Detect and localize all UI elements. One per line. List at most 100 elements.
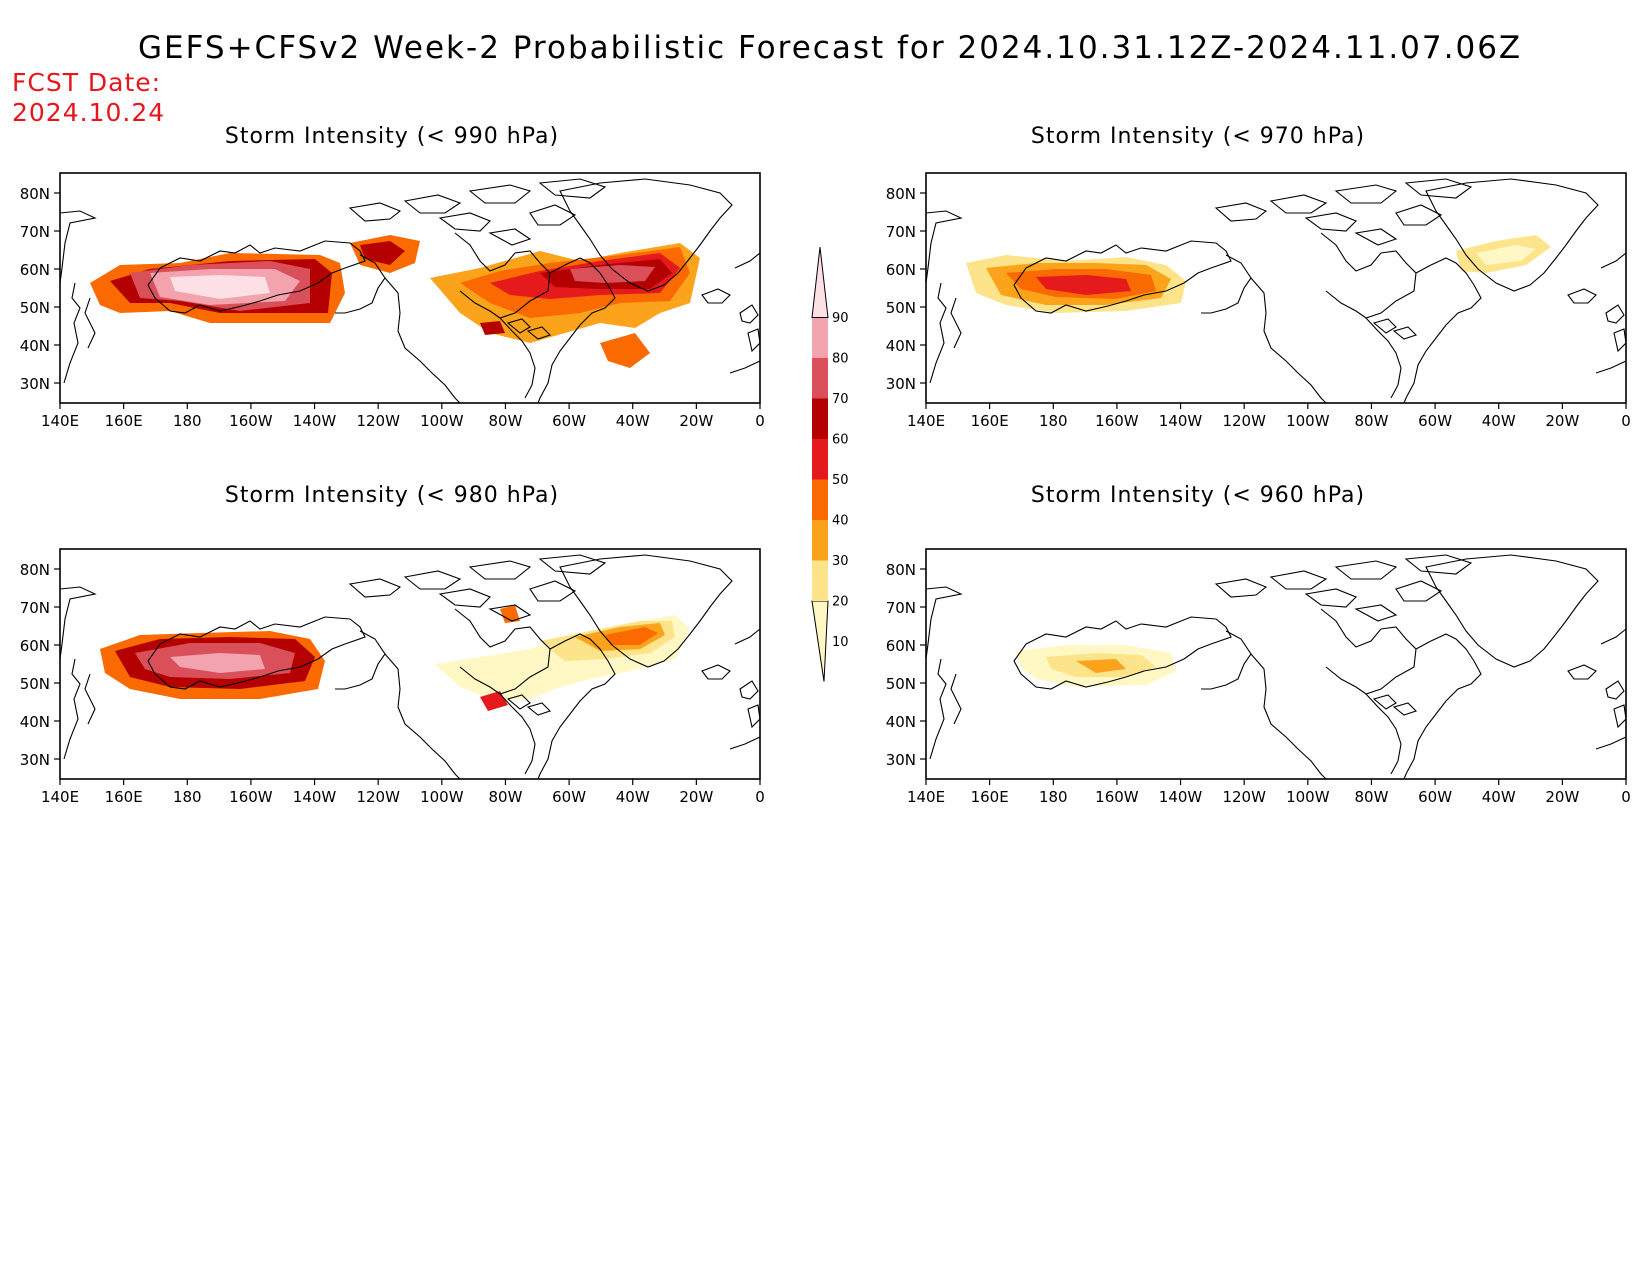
probability-area [170, 653, 265, 673]
lon-tick-label: 80W [1354, 412, 1388, 430]
lat-tick-label: 80N [886, 185, 916, 203]
lon-tick-label: 160E [105, 788, 143, 806]
map-panel-960: 140E 160E 180 160W 140W 120W 100W 80W 60W 40W 20W 0… [886, 548, 1631, 806]
lat-tick-label: 50N [886, 299, 916, 317]
lon-tick-label: 60W [552, 788, 586, 806]
lat-tick-label: 80N [886, 561, 916, 579]
colorbar-label: 10 [832, 635, 849, 650]
lon-tick-label: 180 [173, 412, 202, 430]
lon-tick-label: 60W [1418, 412, 1452, 430]
lon-tick-label: 0 [1621, 788, 1631, 806]
lon-tick-label: 100W [420, 412, 464, 430]
lon-tick-label: 40W [616, 788, 650, 806]
lat-tick-label: 70N [886, 223, 916, 241]
lat-tick-label: 80N [20, 561, 50, 579]
lat-tick-label: 40N [886, 713, 916, 731]
colorbar-label: 20 [832, 595, 849, 610]
panel-title-960: Storm Intensity (< 960 hPa) [1030, 483, 1366, 508]
colorbar-segment [812, 398, 828, 439]
lat-tick-label: 60N [20, 261, 50, 279]
map-border [925, 548, 1627, 780]
forecast-date-label: FCST Date: [12, 68, 162, 97]
lon-tick-label: 160W [1095, 412, 1139, 430]
colorbar-tip-bottom [811, 600, 829, 682]
colorbar-segment [812, 560, 828, 601]
lon-tick-label: 120W [356, 412, 400, 430]
lon-tick-label: 0 [755, 412, 765, 430]
lon-tick-label: 180 [173, 788, 202, 806]
lon-tick-label: 160E [971, 412, 1009, 430]
probability-area [1476, 245, 1536, 265]
probability-area [480, 321, 505, 335]
lon-tick-label: 140E [907, 788, 945, 806]
main-title: GEFS+CFSv2 Week-2 Probabilistic Forecast… [138, 30, 1523, 66]
lon-tick-label: 100W [1286, 788, 1330, 806]
lon-tick-label: 20W [1545, 788, 1579, 806]
lon-tick-label: 120W [1222, 412, 1266, 430]
lon-tick-label: 140W [293, 788, 337, 806]
forecast-date-value: 2024.10.24 [12, 98, 166, 127]
lat-tick-label: 30N [886, 751, 916, 769]
panel-title-980: Storm Intensity (< 980 hPa) [224, 483, 560, 508]
colorbar-label: 50 [832, 473, 849, 488]
lon-tick-label: 60W [552, 412, 586, 430]
lon-tick-label: 0 [755, 788, 765, 806]
lon-tick-label: 160W [229, 412, 273, 430]
map-panel-970: 140E 160E 180 160W 140W 120W 100W 80W 60W 40W 20W 0… [886, 172, 1631, 430]
lon-tick-label: 180 [1039, 412, 1068, 430]
colorbar-tip-top [811, 246, 829, 318]
colorbar-segment [812, 479, 828, 520]
lon-tick-label: 0 [1621, 412, 1631, 430]
lon-tick-label: 40W [1482, 788, 1516, 806]
lon-tick-label: 20W [679, 788, 713, 806]
probability-area [1036, 275, 1131, 295]
colorbar-segment [812, 317, 828, 358]
colorbar-segment [812, 358, 828, 399]
lon-tick-label: 140W [1159, 412, 1203, 430]
lat-tick-label: 50N [20, 675, 50, 693]
probability-area [570, 265, 655, 283]
lon-tick-label: 60W [1418, 788, 1452, 806]
lat-tick-label: 60N [886, 637, 916, 655]
lat-tick-label: 30N [886, 375, 916, 393]
map-panel-990: 140E 160E 180 160W 140W 120W 100W 80W 60W 40W 20W 0… [20, 172, 765, 430]
map-border [59, 172, 761, 404]
lon-tick-label: 160W [229, 788, 273, 806]
lon-tick-label: 20W [679, 412, 713, 430]
colorbar-segment [812, 520, 828, 561]
lon-tick-label: 140W [1159, 788, 1203, 806]
probability-area [605, 627, 658, 645]
colorbar: 10 20 30 40 50 60 70 80 90 [811, 246, 849, 682]
lat-tick-label: 70N [886, 599, 916, 617]
colorbar-label: 40 [832, 514, 849, 529]
lat-tick-label: 70N [20, 599, 50, 617]
lon-tick-label: 40W [616, 412, 650, 430]
lon-tick-label: 40W [1482, 412, 1516, 430]
lon-tick-label: 140E [907, 412, 945, 430]
lon-tick-label: 80W [488, 412, 522, 430]
lon-tick-label: 160W [1095, 788, 1139, 806]
lat-tick-label: 40N [20, 713, 50, 731]
map-border [925, 172, 1627, 404]
lon-tick-label: 80W [488, 788, 522, 806]
panel-title-970: Storm Intensity (< 970 hPa) [1030, 124, 1366, 149]
probability-area [170, 275, 270, 299]
lat-tick-label: 40N [886, 337, 916, 355]
colorbar-label: 30 [832, 554, 849, 569]
lon-tick-label: 20W [1545, 412, 1579, 430]
probability-area [600, 333, 650, 368]
lon-tick-label: 120W [356, 788, 400, 806]
lon-tick-label: 100W [1286, 412, 1330, 430]
probability-area [480, 691, 508, 711]
map-panel-980: 140E 160E 180 160W 140W 120W 100W 80W 60W 40W 20W 0… [20, 548, 765, 806]
colorbar-label: 60 [832, 433, 849, 448]
lat-tick-label: 30N [20, 751, 50, 769]
lon-tick-label: 140E [41, 788, 79, 806]
colorbar-label: 70 [832, 392, 849, 407]
lat-tick-label: 40N [20, 337, 50, 355]
lon-tick-label: 140E [41, 412, 79, 430]
lon-tick-label: 160E [971, 788, 1009, 806]
lat-tick-label: 70N [20, 223, 50, 241]
lat-tick-label: 30N [20, 375, 50, 393]
